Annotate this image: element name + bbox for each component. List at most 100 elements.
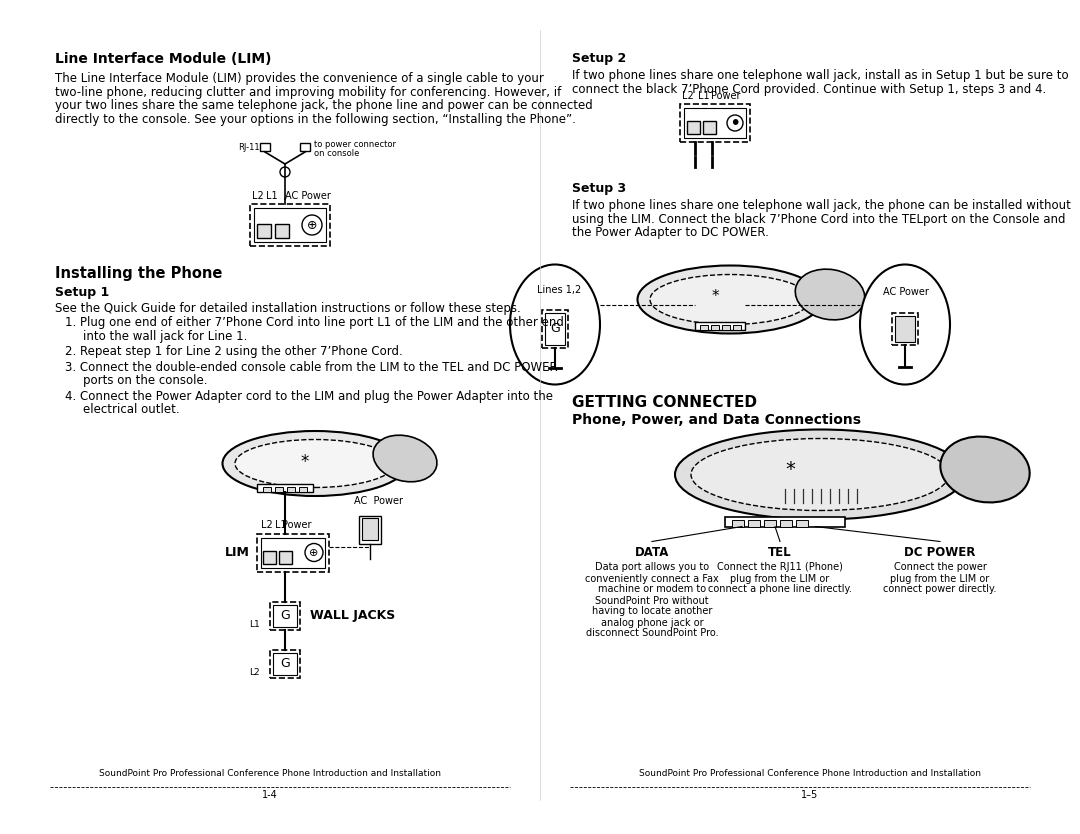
FancyBboxPatch shape [279,550,292,564]
FancyBboxPatch shape [254,208,326,242]
Text: ⊕: ⊕ [307,219,318,232]
Text: ⊕: ⊕ [309,547,319,557]
Text: WALL JACKS: WALL JACKS [310,609,395,622]
Text: the Power Adapter to DC POWER.: the Power Adapter to DC POWER. [572,226,769,239]
Text: Power: Power [282,520,312,530]
FancyBboxPatch shape [684,108,746,138]
Text: your two lines share the same telephone jack, the phone line and power can be co: your two lines share the same telephone … [55,99,593,112]
FancyBboxPatch shape [723,324,730,329]
Text: connect the black 7’Phone Cord provided. Continue with Setup 1, steps 3 and 4.: connect the black 7’Phone Cord provided.… [572,83,1047,96]
Text: Installing the Phone: Installing the Phone [55,266,222,281]
FancyBboxPatch shape [264,486,271,491]
Text: Connect the power: Connect the power [893,562,986,572]
Text: conveniently connect a Fax: conveniently connect a Fax [585,574,719,584]
FancyBboxPatch shape [748,520,760,526]
Text: If two phone lines share one telephone wall jack, the phone can be installed wit: If two phone lines share one telephone w… [572,199,1071,212]
FancyBboxPatch shape [895,315,915,341]
Text: Power: Power [712,91,741,101]
Text: DC POWER: DC POWER [904,546,975,560]
FancyBboxPatch shape [733,324,741,329]
Text: machine or modem to: machine or modem to [598,585,706,595]
Text: SoundPoint Pro Professional Conference Phone Introduction and Installation: SoundPoint Pro Professional Conference P… [639,769,981,778]
Text: disconnect SoundPoint Pro.: disconnect SoundPoint Pro. [585,629,718,639]
Text: Setup 1: Setup 1 [55,286,109,299]
Text: *: * [712,289,719,304]
Text: •: • [729,113,741,133]
Text: having to locate another: having to locate another [592,606,712,616]
Ellipse shape [650,274,810,324]
Text: L2: L2 [261,520,273,530]
Text: AC Power: AC Power [883,287,929,297]
Text: plug from the LIM or: plug from the LIM or [890,574,989,584]
FancyBboxPatch shape [687,121,700,134]
FancyBboxPatch shape [764,520,777,526]
Text: two-line phone, reducing clutter and improving mobility for conferencing. Howeve: two-line phone, reducing clutter and imp… [55,86,562,98]
FancyBboxPatch shape [780,520,792,526]
Ellipse shape [637,265,823,334]
FancyBboxPatch shape [264,550,276,564]
Text: *: * [301,453,309,470]
Text: L1: L1 [275,520,287,530]
FancyBboxPatch shape [261,537,325,567]
FancyBboxPatch shape [273,652,297,675]
Text: SoundPoint Pro without: SoundPoint Pro without [595,595,708,605]
FancyBboxPatch shape [270,650,300,677]
FancyBboxPatch shape [796,520,808,526]
Text: 1. Plug one end of either 7’Phone Cord into line port L1 of the LIM and the othe: 1. Plug one end of either 7’Phone Cord i… [65,316,564,329]
Text: directly to the console. See your options in the following section, “Installing : directly to the console. See your option… [55,113,576,125]
FancyBboxPatch shape [257,224,271,238]
Text: AC Power: AC Power [285,191,330,201]
FancyBboxPatch shape [703,121,716,134]
Circle shape [727,115,743,131]
FancyBboxPatch shape [892,313,918,344]
Text: RJ-11: RJ-11 [238,143,259,152]
Text: connect power directly.: connect power directly. [883,585,997,595]
Text: Phone, Power, and Data Connections: Phone, Power, and Data Connections [572,413,861,426]
Text: into the wall jack for Line 1.: into the wall jack for Line 1. [83,329,247,343]
Text: Setup 3: Setup 3 [572,182,626,195]
Text: Connect the RJ11 (Phone): Connect the RJ11 (Phone) [717,562,842,572]
FancyBboxPatch shape [725,516,845,526]
Text: on console: on console [314,148,360,158]
Text: G: G [550,322,559,335]
Text: SoundPoint Pro Professional Conference Phone Introduction and Installation: SoundPoint Pro Professional Conference P… [99,769,441,778]
FancyBboxPatch shape [275,486,283,491]
Text: DATA: DATA [635,546,670,560]
FancyBboxPatch shape [362,518,378,540]
Ellipse shape [795,269,865,320]
Text: 4. Connect the Power Adapter cord to the LIM and plug the Power Adapter into the: 4. Connect the Power Adapter cord to the… [65,389,553,403]
FancyBboxPatch shape [700,324,708,329]
FancyBboxPatch shape [287,486,295,491]
FancyBboxPatch shape [257,534,329,571]
Text: L1: L1 [698,91,710,101]
Text: 1–5: 1–5 [801,790,819,800]
Text: 1-4: 1-4 [262,790,278,800]
Circle shape [305,544,323,561]
Circle shape [302,215,322,235]
Text: If two phone lines share one telephone wall jack, install as in Setup 1 but be s: If two phone lines share one telephone w… [572,69,1068,82]
Ellipse shape [691,439,949,510]
Text: G: G [280,609,289,622]
Text: Lines 1,2: Lines 1,2 [537,284,581,294]
FancyBboxPatch shape [299,486,307,491]
Text: Data port allows you to: Data port allows you to [595,562,710,572]
Text: connect a phone line directly.: connect a phone line directly. [708,585,852,595]
FancyBboxPatch shape [696,321,745,329]
FancyBboxPatch shape [545,313,565,344]
Ellipse shape [675,430,966,520]
FancyBboxPatch shape [300,143,310,151]
Text: electrical outlet.: electrical outlet. [83,403,179,416]
Ellipse shape [510,264,600,384]
Text: plug from the LIM or: plug from the LIM or [730,574,829,584]
FancyBboxPatch shape [680,104,750,142]
Text: to power connector: to power connector [314,139,396,148]
Ellipse shape [222,431,407,496]
Text: L2: L2 [249,668,260,677]
Text: L1: L1 [266,191,278,201]
Ellipse shape [235,440,395,488]
Text: Line Interface Module (LIM): Line Interface Module (LIM) [55,52,271,66]
FancyBboxPatch shape [711,324,719,329]
Text: *: * [785,460,795,479]
Text: Setup 2: Setup 2 [572,52,626,65]
Text: TEL: TEL [768,546,792,560]
